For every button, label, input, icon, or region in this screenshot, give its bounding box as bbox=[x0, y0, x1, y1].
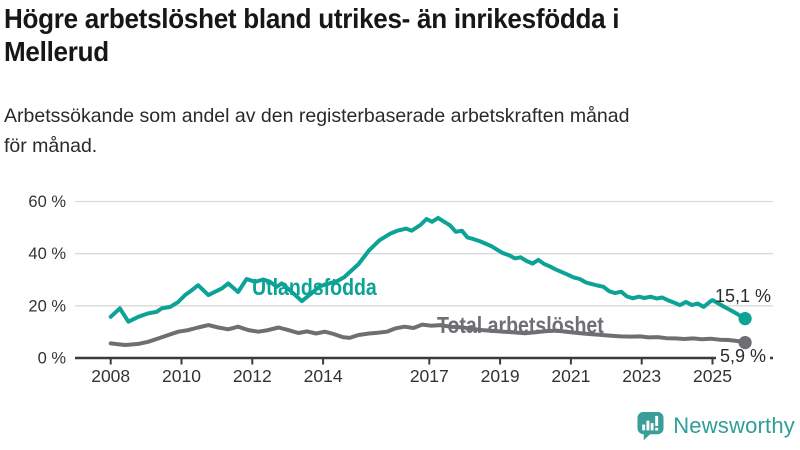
x-tick-label: 2019 bbox=[481, 366, 520, 386]
x-tick-label: 2023 bbox=[622, 366, 661, 386]
bar-chart-glyph bbox=[642, 420, 654, 431]
newsworthy-logo-text: Newsworthy bbox=[673, 413, 795, 438]
y-tick-label: 40 % bbox=[28, 245, 66, 263]
series-line-1 bbox=[108, 322, 748, 347]
chart-subtitle-line-1: Arbetssökande som andel av den registerb… bbox=[4, 105, 630, 127]
x-tick-label: 2017 bbox=[410, 366, 449, 386]
chart-subtitle: Arbetssökande som andel av den registerb… bbox=[4, 101, 629, 161]
speech-bubble-shape bbox=[637, 412, 664, 441]
x-tick-label: 2010 bbox=[162, 366, 201, 386]
y-tick-label: 20 % bbox=[28, 297, 66, 315]
chart-header: Högre arbetslöshet bland utrikes- än inr… bbox=[4, 2, 794, 68]
tick-layer: 2008 2010 2012 2014 2017 2019 2021 2023 2025 bbox=[91, 358, 732, 386]
chart-title-line-2: Mellerud bbox=[4, 36, 109, 67]
series-end-dot-0 bbox=[738, 312, 752, 326]
chart-svg: 0 % 20 % 40 % 60 % 2008 2010 2012 2014 2017 2019… bbox=[28, 193, 773, 386]
x-tick-label: 2012 bbox=[233, 366, 272, 386]
exclamation-glyph bbox=[655, 415, 659, 431]
x-tick-label: 2014 bbox=[304, 366, 343, 386]
y-tick-label: 60 % bbox=[28, 193, 66, 211]
end-label-background bbox=[716, 345, 770, 363]
chart-subtitle-line-2: för månad. bbox=[4, 135, 98, 157]
series-label-1: Total arbetslöshet bbox=[437, 313, 604, 339]
series-end-dot-1 bbox=[738, 336, 752, 350]
newsworthy-logo-icon bbox=[637, 412, 664, 441]
chart-title-line-1: Högre arbetslöshet bland utrikes- än inr… bbox=[4, 3, 620, 34]
y-tick-label: 0 % bbox=[38, 350, 67, 368]
end-value-label-total: 5,9 % bbox=[720, 346, 766, 366]
grid-layer: 0 % 20 % 40 % 60 % bbox=[28, 193, 773, 368]
series-label-0: Utlandsfödda bbox=[252, 275, 377, 301]
x-tick-label: 2021 bbox=[551, 366, 590, 386]
series-line-0 bbox=[108, 215, 748, 324]
x-tick-label: 2025 bbox=[693, 366, 732, 386]
newsworthy-logo: Newsworthy bbox=[637, 411, 795, 441]
x-tick-label: 2008 bbox=[91, 366, 130, 386]
end-value-label-utlandsfodda: 15,1 % bbox=[715, 286, 771, 306]
